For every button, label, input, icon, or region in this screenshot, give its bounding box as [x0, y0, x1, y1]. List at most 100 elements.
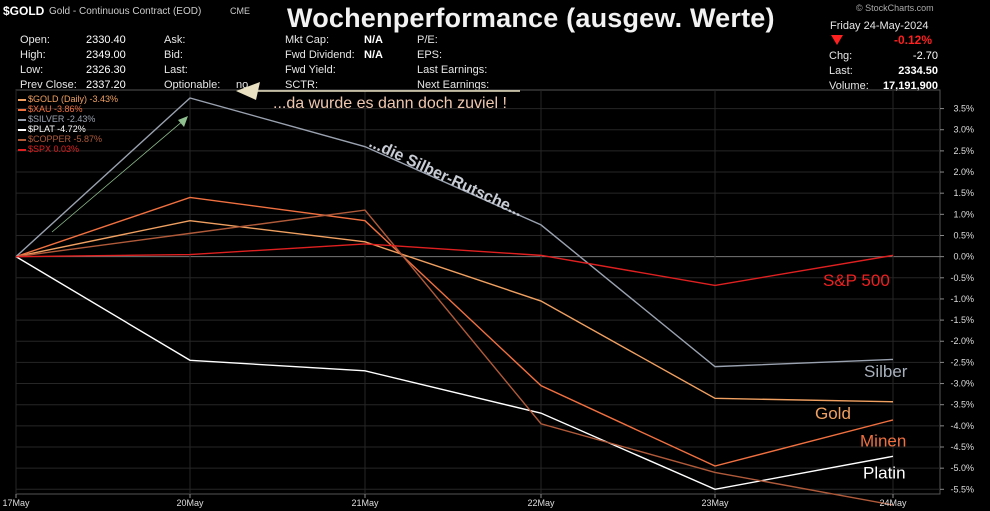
- y-tick-label: -4.5%: [950, 442, 974, 452]
- quote-label: Optionable:: [164, 79, 221, 91]
- quote-value: 2334.50: [898, 65, 938, 77]
- y-tick-label: 2.5%: [953, 146, 974, 156]
- series-line: [15, 209, 894, 506]
- arrow-head-icon: [236, 82, 260, 100]
- series-line: [15, 97, 894, 368]
- right-labels: Chg: Last: Volume:: [829, 49, 869, 94]
- quote-value: 2326.30: [86, 64, 126, 76]
- y-tick-label: 3.0%: [953, 125, 974, 135]
- contract-name: Gold - Continuous Contract (EOD): [49, 6, 202, 17]
- quote-label: Volume:: [829, 80, 869, 92]
- change-percent: -0.12%: [894, 33, 933, 47]
- quote-col4: P/E: EPS: Last Earnings: Next Earnings:: [417, 33, 489, 93]
- series-end-label: Minen: [860, 432, 906, 451]
- annotation-text: ...die Silber-Rutsche...: [366, 134, 525, 220]
- ticker-symbol: $GOLD: [3, 4, 45, 18]
- y-tick-label: 0.0%: [953, 252, 974, 262]
- legend-swatch: [18, 138, 26, 141]
- y-tick-label: -2.5%: [950, 357, 974, 367]
- y-tick-label: 1.5%: [953, 188, 974, 198]
- series-end-label: Gold: [815, 404, 851, 423]
- legend-item: $PLAT -4.72%: [18, 124, 118, 134]
- y-tick-label: -1.0%: [950, 294, 974, 304]
- quote-value: -2.70: [912, 50, 938, 62]
- y-tick-label: -3.5%: [950, 400, 974, 410]
- quote-col2: Ask: Bid: Last: Optionable:: [164, 33, 220, 93]
- y-tick-label: -5.5%: [950, 484, 974, 494]
- y-tick-label: -3.0%: [950, 379, 974, 389]
- brand-label: © StockCharts.com: [856, 3, 934, 13]
- y-tick-label: -0.5%: [950, 273, 974, 283]
- y-tick-label: -4.0%: [950, 421, 974, 431]
- legend-item: $XAU -3.86%: [18, 104, 118, 114]
- x-tick-label: 22May: [527, 498, 555, 508]
- y-tick-label: 3.5%: [953, 104, 974, 114]
- y-tick-label: -5.0%: [950, 463, 974, 473]
- quote-value: 2349.00: [86, 49, 126, 61]
- quote-label: P/E:: [417, 34, 438, 46]
- right-values: -2.70 2334.50 17,191,900: [870, 49, 938, 94]
- quote-col3-values: N/A N/A: [364, 33, 383, 63]
- y-tick-label: -1.5%: [950, 315, 974, 325]
- quote-label: Last Earnings:: [417, 64, 488, 76]
- quote-values: 2330.40 2349.00 2326.30 2337.20: [86, 33, 126, 93]
- legend-label: $PLAT -4.72%: [28, 124, 86, 134]
- y-tick-label: 1.0%: [953, 209, 974, 219]
- quote-label: Last:: [829, 65, 853, 77]
- series-line: [15, 196, 894, 467]
- legend-label: $SPX 0.03%: [28, 144, 80, 154]
- quote-label: Fwd Dividend:: [285, 49, 355, 61]
- x-tick-label: 21May: [351, 498, 379, 508]
- arrow-head-icon: [178, 116, 188, 127]
- series-end-label: Platin: [863, 463, 906, 482]
- arrow-line: [51, 119, 185, 233]
- quote-date: Friday 24-May-2024: [830, 20, 929, 32]
- legend-swatch: [18, 128, 26, 131]
- series-end-label: Silber: [864, 362, 908, 381]
- series-line: [15, 256, 894, 491]
- quote-label: SCTR:: [285, 79, 318, 91]
- series-line: [15, 219, 894, 403]
- legend-item: $SPX 0.03%: [18, 144, 118, 154]
- legend-swatch: [18, 118, 26, 121]
- x-tick-label: 24May: [879, 498, 907, 508]
- legend-item: $COPPER -5.87%: [18, 134, 118, 144]
- quote-col3-labels: Mkt Cap: Fwd Dividend: Fwd Yield: SCTR:: [285, 33, 355, 93]
- quote-label: Prev Close:: [20, 79, 77, 91]
- chart-legend: $GOLD (Daily) -3.43% $XAU -3.86% $SILVER -…: [18, 94, 118, 154]
- legend-label: $COPPER -5.87%: [28, 134, 103, 144]
- quote-value: 2330.40: [86, 34, 126, 46]
- quote-label: EPS:: [417, 49, 443, 61]
- quote-label: Last:: [164, 64, 188, 76]
- x-tick-label: 17May: [2, 498, 30, 508]
- legend-label: $SILVER -2.43%: [28, 114, 96, 124]
- quote-labels: Open: High: Low: Prev Close:: [20, 33, 77, 93]
- quote-label: Chg:: [829, 50, 853, 62]
- x-tick-label: 20May: [176, 498, 204, 508]
- legend-swatch: [18, 148, 26, 151]
- exchange-label: CME: [230, 6, 250, 16]
- series-line: [15, 243, 894, 287]
- quote-label: Bid:: [164, 49, 183, 61]
- quote-label: Mkt Cap:: [285, 34, 330, 46]
- quote-value: 2337.20: [86, 79, 126, 91]
- legend-item: $GOLD (Daily) -3.43%: [18, 94, 118, 104]
- quote-label: Low:: [20, 64, 44, 76]
- y-tick-label: -2.0%: [950, 336, 974, 346]
- legend-swatch: [18, 98, 26, 101]
- quote-label: High:: [20, 49, 46, 61]
- quote-value: N/A: [364, 34, 383, 46]
- legend-swatch: [18, 108, 26, 111]
- y-tick-label: 2.0%: [953, 167, 974, 177]
- quote-label: Ask:: [164, 34, 186, 46]
- legend-label: $XAU -3.86%: [28, 104, 83, 114]
- quote-value: 17,191,900: [882, 80, 938, 92]
- legend-item: $SILVER -2.43%: [18, 114, 118, 124]
- down-arrow-icon: [831, 35, 843, 45]
- quote-value: N/A: [364, 49, 383, 61]
- quote-label: Next Earnings:: [417, 79, 490, 91]
- chart-title: Wochenperformance (ausgew. Werte): [287, 3, 775, 33]
- series-end-label: S&P 500: [823, 271, 890, 290]
- legend-label: $GOLD (Daily) -3.43%: [28, 94, 119, 104]
